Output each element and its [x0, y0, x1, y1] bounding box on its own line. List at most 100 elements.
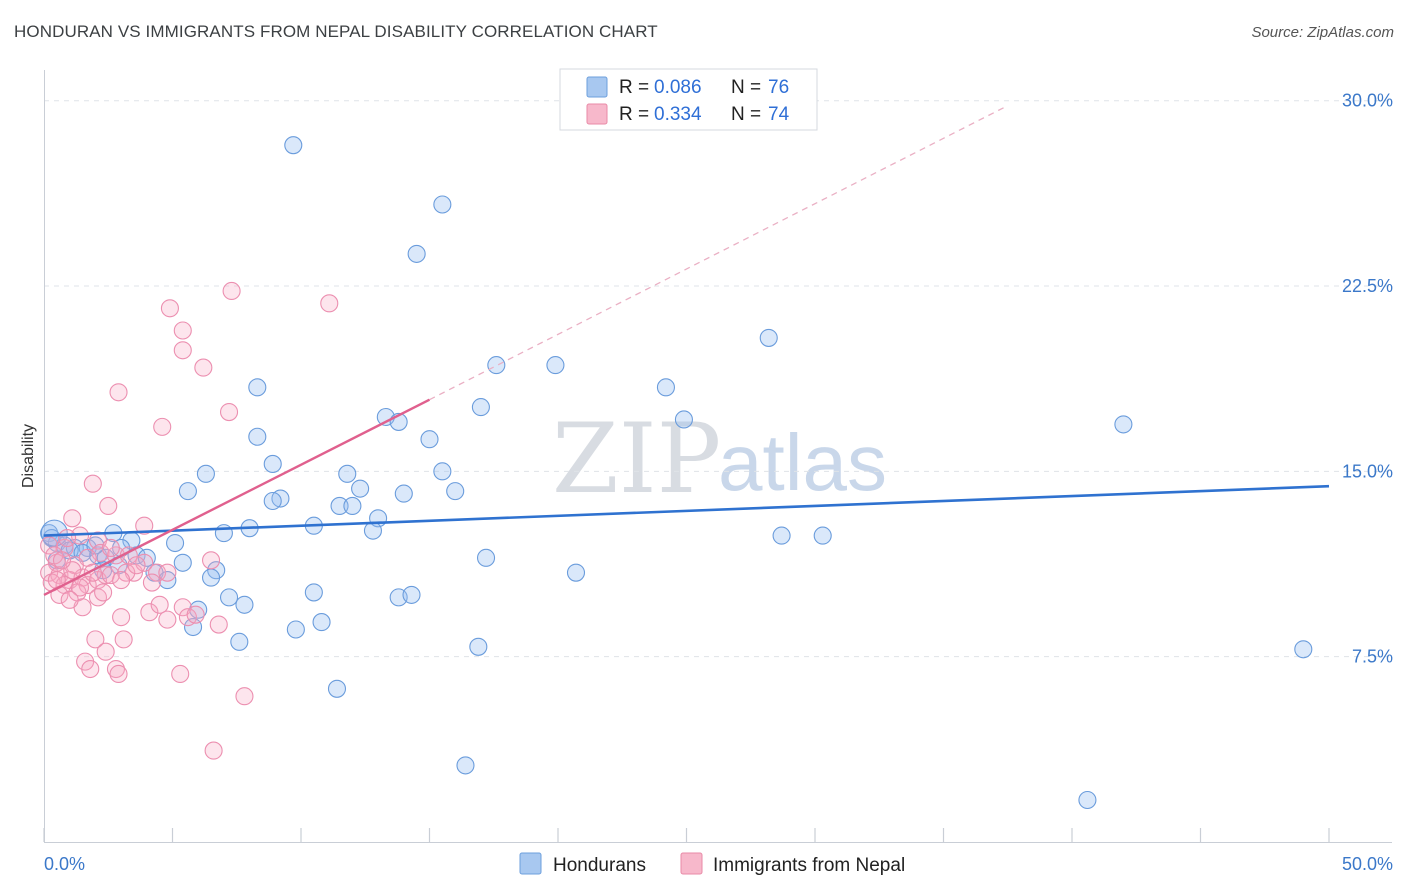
legend-bottom: Hondurans Immigrants from Nepal [519, 852, 905, 876]
nepal-point [106, 659, 126, 679]
honduran-point [263, 491, 282, 511]
honduran-point [476, 548, 496, 567]
nepal-point [88, 588, 108, 607]
nepal-point [219, 403, 239, 422]
honduran-point [286, 620, 305, 639]
nepal-point [96, 642, 115, 661]
nepal-point [101, 566, 120, 585]
gridlines [44, 100, 1392, 658]
nepal-point [135, 516, 154, 535]
legend-r-label-2: R = [619, 104, 649, 125]
honduran-point [471, 398, 490, 417]
nepal-point [202, 551, 221, 570]
honduran-point [656, 378, 675, 397]
y-tick-label: 30.0% [1342, 91, 1393, 111]
honduran-point [189, 600, 208, 619]
nepal-point [99, 496, 118, 515]
nepal-point [101, 538, 120, 558]
nepal-point [127, 556, 146, 575]
nepal-point [235, 687, 254, 706]
x-ticks [43, 828, 1330, 842]
honduran-point [433, 462, 452, 481]
nepal-point [60, 590, 79, 609]
nepal-point [109, 664, 128, 684]
legend-r-value-1: 0.086 [654, 77, 702, 98]
y-tick-label: 15.0% [1342, 461, 1393, 481]
legend-swatch-hondurans [586, 76, 608, 98]
legend-n-label-1: N = [731, 77, 761, 98]
honduran-point [202, 568, 221, 587]
honduran-point [304, 583, 323, 602]
honduran-point [338, 464, 357, 483]
honduran-point [137, 548, 156, 567]
honduran-point [446, 482, 465, 501]
watermark-atlas: atlas [718, 418, 887, 507]
nepal-point [142, 573, 161, 592]
honduran-point [327, 679, 347, 698]
honduran-point [394, 484, 413, 503]
nepal-point [148, 563, 167, 582]
chart-title: HONDURAN VS IMMIGRANTS FROM NEPAL DISABI… [14, 22, 658, 41]
honduran-point [330, 496, 349, 515]
legend-n-value-1: 76 [768, 77, 789, 98]
honduran-point [456, 756, 475, 775]
source-label: Source: ZipAtlas.com [1251, 24, 1394, 41]
y-tick-label: 22.5% [1342, 276, 1393, 296]
nepal-point [186, 605, 205, 624]
nepal-point [114, 630, 133, 649]
honduran-point [40, 524, 59, 543]
y-tick-labels: 7.5% 15.0% 22.5% 30.0% [1342, 91, 1393, 667]
honduran-point [312, 613, 331, 632]
honduran-point [173, 553, 192, 572]
axes [44, 70, 1392, 843]
honduran-point [546, 356, 565, 375]
nepal-point [158, 610, 177, 629]
nepal-point [153, 417, 172, 436]
y-tick-label: 7.5% [1352, 647, 1393, 667]
honduran-point [433, 195, 452, 214]
honduran-point [248, 378, 267, 397]
nepal-point [171, 664, 190, 684]
nepal-point [83, 474, 102, 493]
nepal-point [173, 321, 192, 340]
honduran-point [363, 521, 383, 540]
honduran-point [772, 526, 791, 545]
honduran-point [1294, 640, 1313, 659]
honduran-point [248, 427, 267, 446]
nepal-trendline-extension [429, 105, 1009, 401]
series-nepal [40, 281, 339, 760]
honduran-point [343, 496, 362, 515]
honduran-point [284, 136, 303, 155]
honduran-point [759, 328, 778, 347]
legend-n-value-2: 74 [768, 104, 790, 125]
honduran-point [263, 454, 282, 473]
honduran-point [420, 430, 439, 449]
nepal-point [109, 383, 128, 402]
honduran-point [219, 588, 239, 607]
nepal-point [94, 583, 113, 602]
nepal-point [40, 536, 59, 555]
honduran-point [469, 637, 488, 656]
legend-top: R = 0.086 N = 76 R = 0.334 N = 74 [559, 68, 818, 131]
legend-bottom-swatch-nepal [680, 852, 703, 875]
trendlines [43, 105, 1330, 596]
watermark-zip: ZIP [552, 403, 721, 515]
honduran-point [40, 519, 68, 547]
x-tick-label-max: 50.0% [1342, 854, 1393, 874]
honduran-point [230, 632, 249, 651]
honduran-point [407, 244, 426, 263]
honduran-point [487, 356, 506, 375]
honduran-trendline [43, 484, 1330, 537]
y-axis-title: Disability [20, 424, 37, 488]
honduran-point [196, 464, 215, 483]
honduran-point [1078, 790, 1097, 810]
honduran-point [235, 595, 254, 614]
honduran-point [402, 585, 421, 604]
nepal-point [194, 358, 213, 377]
nepal-point [173, 341, 192, 360]
x-tick-labels: 0.0% 50.0% [44, 854, 1393, 874]
nepal-point [320, 294, 339, 313]
legend-r-value-2: 0.334 [654, 104, 702, 125]
nepal-point [158, 563, 177, 582]
